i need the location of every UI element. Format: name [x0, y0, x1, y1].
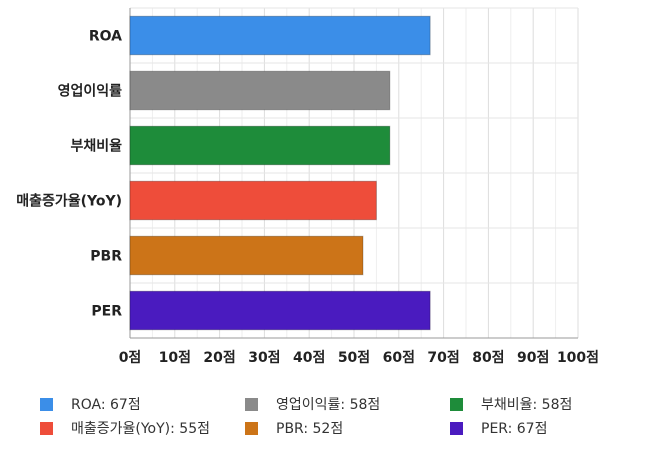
x-tick-label-5: 50점: [338, 349, 370, 366]
x-tick-label-4: 40점: [293, 349, 325, 366]
legend-swatch: [245, 421, 258, 435]
legend-item: PER: 67점: [450, 418, 547, 438]
x-tick-label-8: 80점: [472, 349, 504, 366]
x-tick-label-3: 30점: [248, 349, 280, 366]
legend-label: ROA: 67점: [71, 397, 141, 413]
legend-swatch: [450, 421, 463, 435]
legend-item: 매출증가율(YoY): 55점: [40, 418, 210, 438]
legend-label: 영업이익률: 58점: [276, 397, 381, 413]
category-label-1: 영업이익률: [58, 83, 123, 100]
x-tick-label-1: 10점: [159, 349, 191, 366]
legend-label: PER: 67점: [481, 421, 548, 437]
legend-item: PBR: 52점: [245, 418, 343, 438]
bar-2: [129, 125, 391, 166]
category-label-5: PER: [91, 304, 122, 320]
legend-swatch: [450, 397, 463, 411]
legend-item: ROA: 67점: [40, 394, 141, 414]
bar-3: [129, 180, 377, 221]
x-tick-label-0: 0점: [119, 349, 142, 366]
bar-4: [129, 235, 364, 276]
legend-item: 부채비율: 58점: [450, 394, 572, 414]
legend-swatch: [245, 397, 258, 411]
bar-1: [129, 70, 391, 111]
bar-5: [129, 290, 431, 331]
category-label-0: ROA: [89, 29, 122, 45]
legend-swatch: [40, 397, 53, 411]
x-tick-label-10: 100점: [557, 349, 599, 366]
x-tick-label-6: 60점: [383, 349, 415, 366]
bar-0: [129, 15, 431, 56]
legend-label: 부채비율: 58점: [481, 397, 573, 413]
legend-item: 영업이익률: 58점: [245, 394, 380, 414]
x-tick-label-9: 90점: [517, 349, 549, 366]
x-tick-label-7: 70점: [427, 349, 459, 366]
category-label-2: 부채비율: [70, 138, 122, 155]
x-tick-label-2: 20점: [203, 349, 235, 366]
category-label-3: 매출증가율(YoY): [16, 193, 122, 210]
category-label-4: PBR: [90, 249, 122, 265]
legend-swatch: [40, 421, 53, 435]
legend-label: 매출증가율(YoY): 55점: [71, 421, 210, 437]
legend-label: PBR: 52점: [276, 421, 344, 437]
